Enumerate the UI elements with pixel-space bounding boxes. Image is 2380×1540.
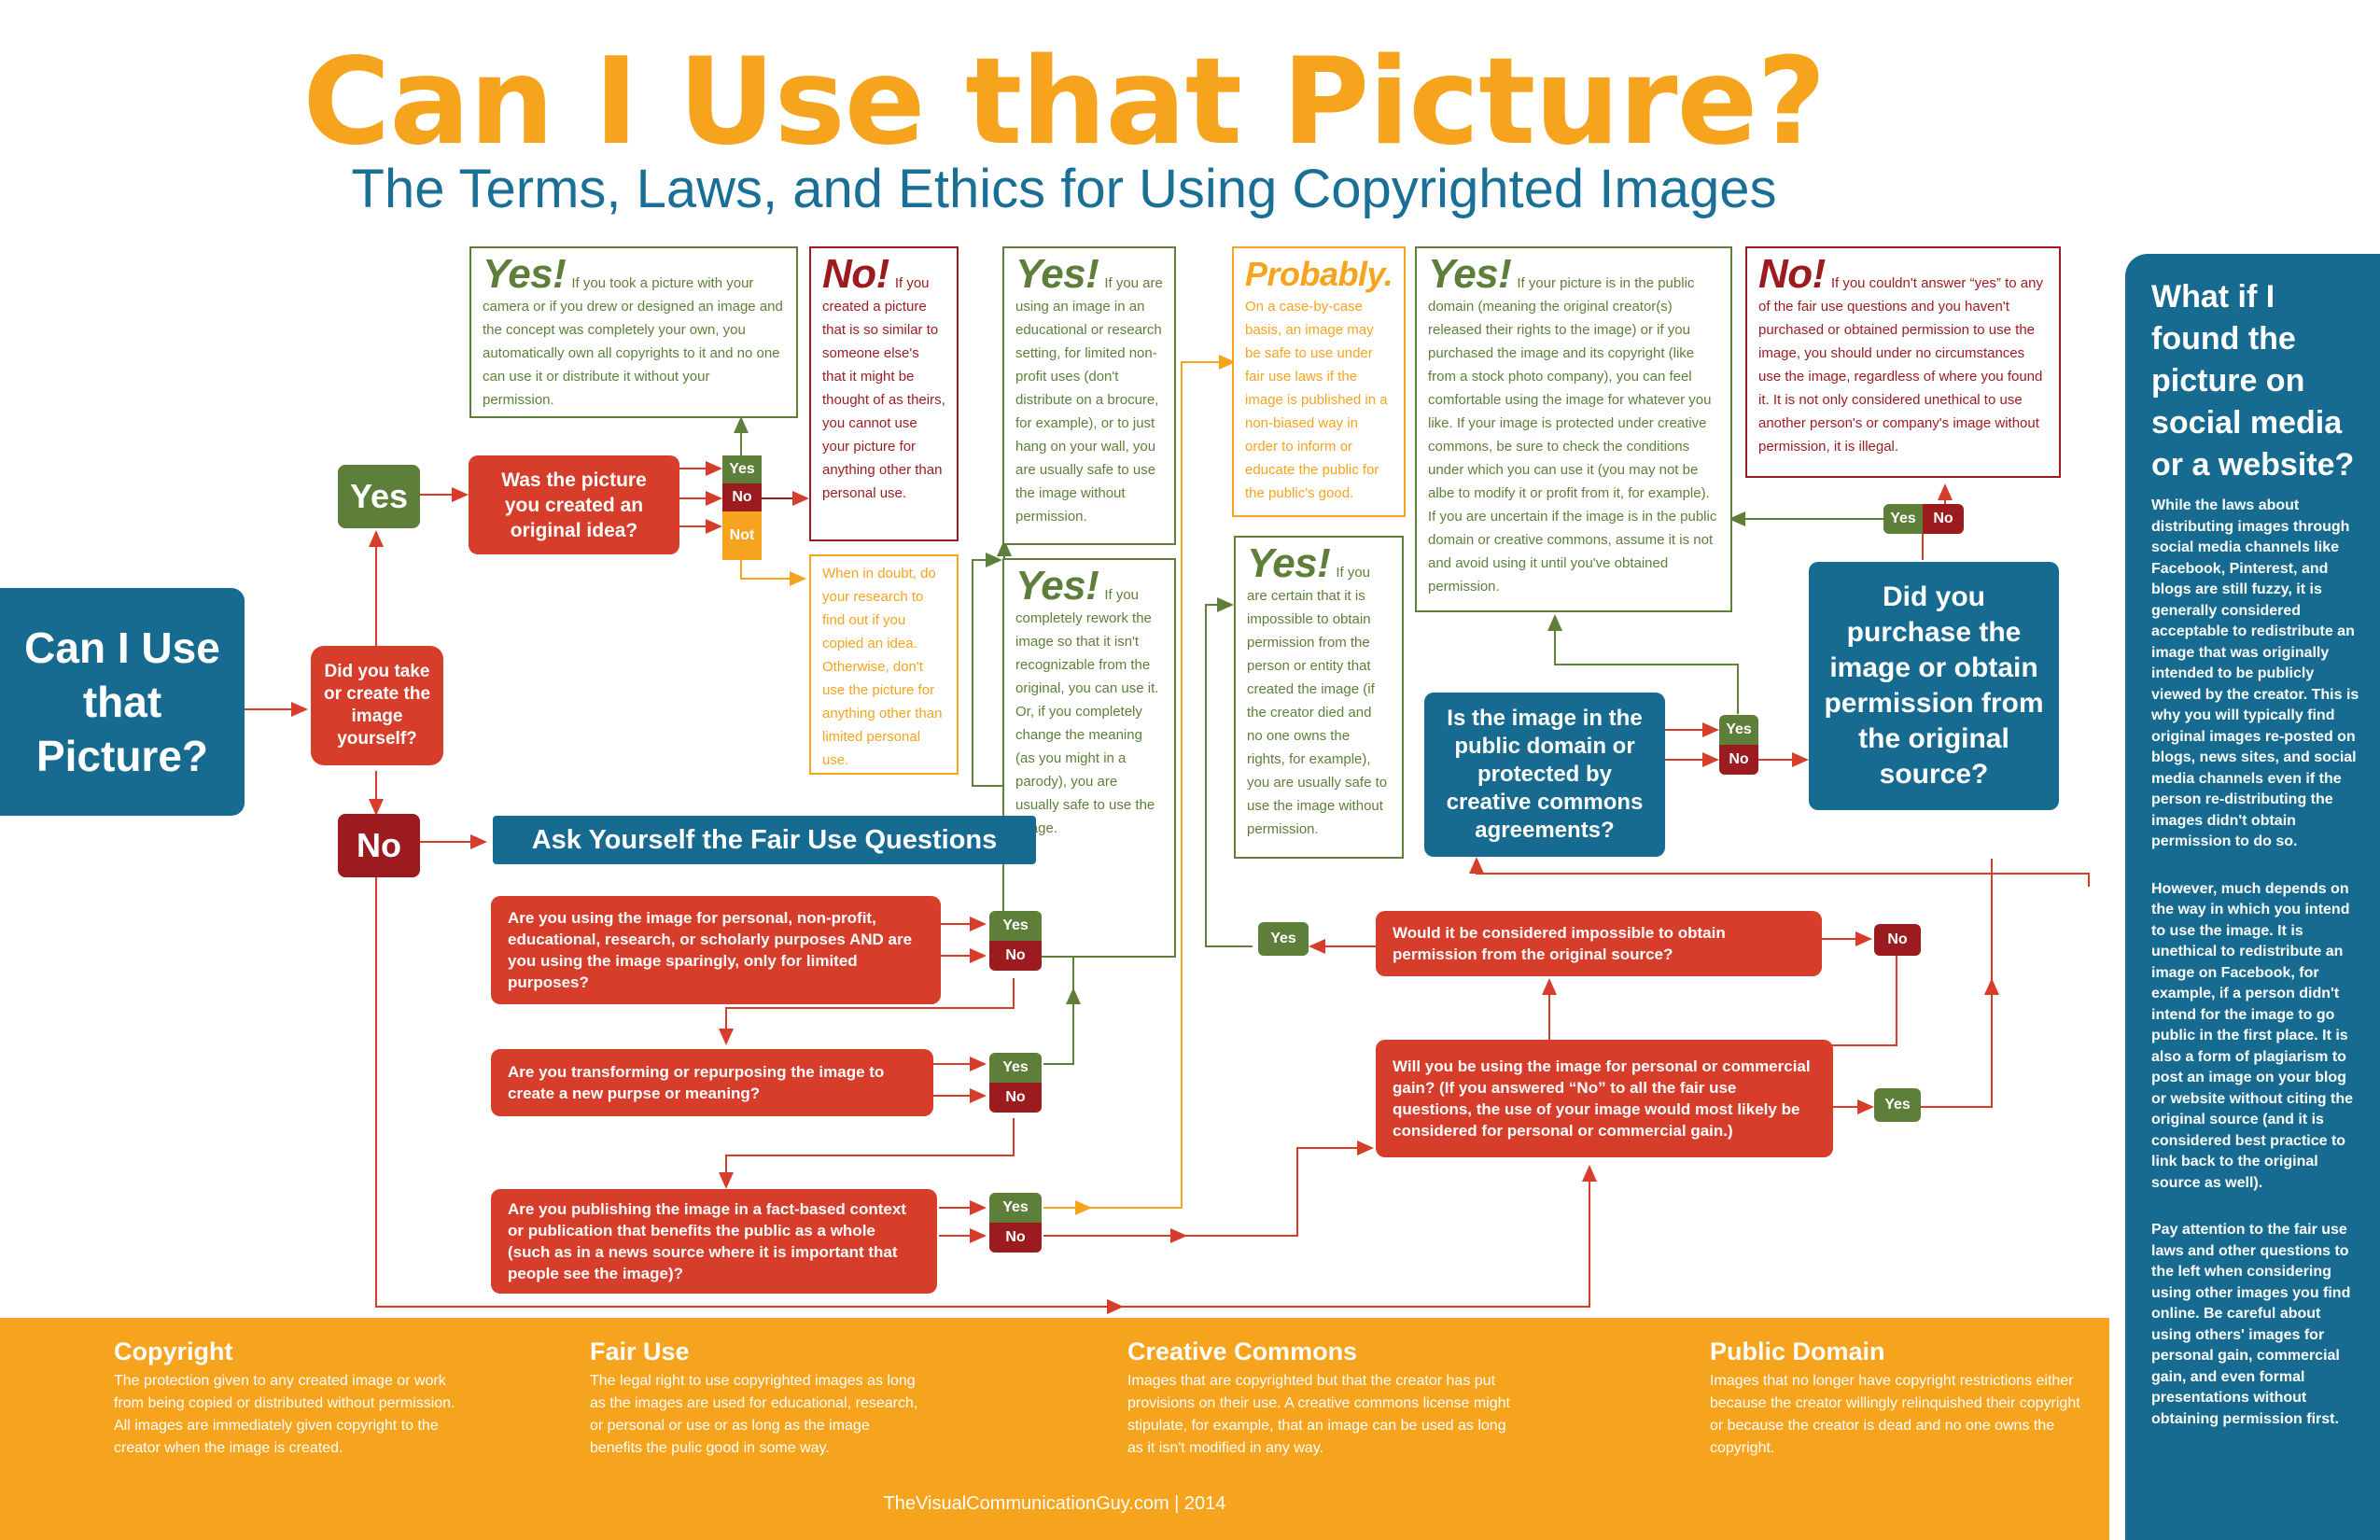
social-media-sidebar: What if I found the picture on social me… <box>2125 254 2380 1540</box>
note-probably-text: On a case-by-case basis, an image may be… <box>1245 299 1388 501</box>
take-yes-answer: Yes <box>338 465 420 528</box>
note-no-final-text: If you couldn't answer “yes” to any of t… <box>1758 275 2043 455</box>
fair-use-question-1: Are you using the image for personal, no… <box>491 896 941 1004</box>
note-yes-edu-big: Yes! <box>1015 251 1099 297</box>
note-yes-public: Yes! If your picture is in the public dom… <box>1415 246 1732 612</box>
note-probably-big: Probably. <box>1245 255 1393 293</box>
glossary-creative-commons-heading: Creative Commons <box>1127 1337 1358 1365</box>
fq3-yes-pill: Yes <box>989 1193 1042 1223</box>
glossary-fair-use-heading: Fair Use <box>590 1337 690 1365</box>
sidebar-paragraph-1: While the laws about distributing images… <box>2151 497 2359 849</box>
glossary-footer: Copyright The protection given to any cr… <box>0 1318 2109 1540</box>
sidebar-paragraph-2: However, much depends on the way in whic… <box>2151 880 2353 1191</box>
note-yes-rework-text-2: change the meaning (as you might in a pa… <box>1015 727 1155 836</box>
fq1-yes-pill: Yes <box>989 911 1042 941</box>
glossary-public-domain: Public Domain Images that no longer have… <box>1710 1337 2083 1460</box>
fq2-yes-pill: Yes <box>989 1053 1042 1083</box>
note-yes-own-text: If you took a picture with your camera o… <box>483 275 783 408</box>
original-yes-pill: Yes <box>722 455 762 483</box>
note-yes-public-text: If your picture is in the public domain … <box>1428 275 1717 595</box>
impossible-question: Would it be considered impossible to obt… <box>1376 911 1822 976</box>
purchase-question: Did you purchase the image or obtain per… <box>1809 562 2059 810</box>
public-domain-no-pill: No <box>1719 745 1758 775</box>
public-domain-yes-pill: Yes <box>1719 715 1758 745</box>
fair-use-header: Ask Yourself the Fair Use Questions <box>493 816 1036 864</box>
fair-use-question-3: Are you publishing the image in a fact-b… <box>491 1189 937 1294</box>
note-yes-own-big: Yes! <box>483 251 567 297</box>
glossary-creative-commons-text: Images that are copyrighted but that the… <box>1127 1373 1510 1456</box>
commercial-yes-pill: Yes <box>1874 1088 1921 1122</box>
impossible-no-pill: No <box>1874 924 1921 956</box>
credit-line: TheVisualCommunicationGuy.com | 2014 <box>883 1493 1226 1514</box>
commercial-gain-question: Will you be using the image for personal… <box>1376 1040 1833 1157</box>
glossary-copyright-text: The protection given to any created imag… <box>114 1373 455 1456</box>
note-yes-public-big: Yes! <box>1428 251 1512 297</box>
original-idea-question: Was the picture you created an original … <box>469 455 679 554</box>
glossary-public-domain-text: Images that no longer have copyright res… <box>1710 1373 2080 1456</box>
note-no-similar-big: No! <box>822 251 889 297</box>
glossary-copyright: Copyright The protection given to any cr… <box>114 1337 469 1460</box>
note-no-similar: No! If you created a picture that is so s… <box>809 246 959 541</box>
glossary-public-domain-heading: Public Domain <box>1710 1337 1885 1365</box>
glossary-fair-use-text: The legal right to use copyrighted image… <box>590 1373 918 1456</box>
note-no-final-big: No! <box>1758 251 1826 297</box>
fair-use-question-2: Are you transforming or repurposing the … <box>491 1049 933 1116</box>
original-no-pill: No <box>722 483 762 511</box>
public-domain-question: Is the image in the public domain or pro… <box>1424 693 1665 857</box>
note-yes-rework-big: Yes! <box>1015 563 1099 609</box>
note-yes-edu: Yes! If you are using an image in an educ… <box>1002 246 1176 545</box>
note-no-similar-text: If you created a picture that is so simi… <box>822 275 945 501</box>
glossary-copyright-heading: Copyright <box>114 1337 233 1365</box>
note-yes-impossible-text: If you are certain that it is impossible… <box>1247 565 1388 837</box>
purchase-no-pill: No <box>1923 504 1964 534</box>
sidebar-heading: What if I found the picture on social me… <box>2151 279 2355 483</box>
note-yes-edu-text: If you are using an image in an educatio… <box>1015 275 1163 525</box>
page-title: Can I Use that Picture? <box>302 33 1826 172</box>
original-not-pill: Not <box>722 511 762 560</box>
note-yes-impossible: Yes! If you are certain that it is imposs… <box>1234 536 1404 859</box>
note-yes-own: Yes! If you took a picture with your came… <box>469 246 798 418</box>
fq3-no-pill: No <box>989 1223 1042 1253</box>
purchase-yes-pill: Yes <box>1883 504 1923 534</box>
note-no-final: No! If you couldn't answer “yes” to any o… <box>1745 246 2061 478</box>
note-yes-impossible-big: Yes! <box>1247 540 1331 586</box>
note-probably: Probably. On a case-by-case basis, an ima… <box>1232 246 1406 517</box>
fq1-no-pill: No <box>989 941 1042 971</box>
take-no-answer: No <box>338 814 420 877</box>
glossary-fair-use: Fair Use The legal right to use copyrigh… <box>590 1337 926 1460</box>
note-doubt-text: When in doubt, do your research to find … <box>822 566 943 768</box>
fq2-no-pill: No <box>989 1083 1042 1113</box>
note-yes-rework-text-1: If you completely rework the image so th… <box>1015 587 1159 720</box>
take-image-question: Did you take or create the image yoursel… <box>311 646 443 765</box>
page-subtitle: The Terms, Laws, and Ethics for Using Co… <box>351 159 1777 219</box>
start-node: Can I Use that Picture? <box>0 588 245 816</box>
sidebar-paragraph-3: Pay attention to the fair use laws and o… <box>2151 1222 2351 1427</box>
note-doubt: When in doubt, do your research to find … <box>809 554 959 775</box>
impossible-yes-pill: Yes <box>1258 922 1309 956</box>
glossary-creative-commons: Creative Commons Images that are copyrig… <box>1127 1337 1519 1460</box>
note-yes-rework: Yes! If you completely rework the image s… <box>1002 558 1176 958</box>
